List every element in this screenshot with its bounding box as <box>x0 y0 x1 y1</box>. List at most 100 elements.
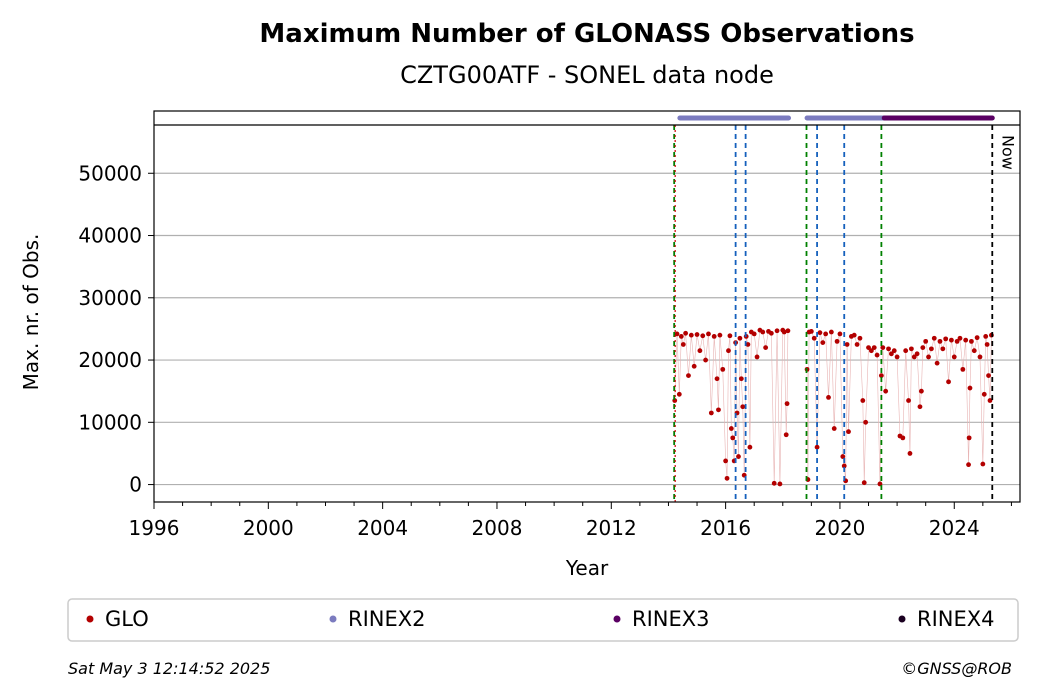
legend-label-rinex3: RINEX3 <box>632 607 710 631</box>
data-point-glo <box>763 345 769 350</box>
legend-marker-rinex2 <box>329 615 337 623</box>
data-point-glo <box>986 373 991 379</box>
data-point-glo <box>906 398 911 403</box>
x-tick-label: 2024 <box>929 516 980 540</box>
x-tick-label: 1996 <box>129 516 180 540</box>
data-point-glo <box>760 329 766 335</box>
data-point-glo <box>678 333 684 339</box>
data-point-glo <box>688 332 694 338</box>
data-point-glo <box>714 376 720 382</box>
data-point-glo <box>874 352 880 358</box>
data-point-glo <box>967 385 973 391</box>
data-point-glo <box>837 331 843 337</box>
data-point-glo <box>716 407 721 413</box>
data-point-glo <box>754 354 760 360</box>
data-point-glo <box>966 435 972 441</box>
data-point-glo <box>706 331 711 337</box>
data-point-glo <box>823 331 829 337</box>
x-tick-label: 2008 <box>472 516 523 540</box>
data-point-glo <box>697 348 703 354</box>
data-point-glo <box>724 475 730 481</box>
data-point-glo <box>911 354 917 360</box>
data-point-glo <box>857 335 863 341</box>
data-point-glo <box>878 373 884 379</box>
data-point-glo <box>920 345 926 350</box>
data-point-glo <box>861 480 867 486</box>
data-point-glo <box>974 335 980 341</box>
data-point-glo <box>880 345 886 350</box>
data-point-glo <box>740 404 746 410</box>
data-point-glo <box>951 354 957 360</box>
data-point-glo <box>727 333 733 339</box>
data-point-glo <box>907 451 913 456</box>
data-point-glo <box>923 338 929 344</box>
data-point-glo <box>708 410 714 416</box>
y-tick-label: 20000 <box>78 348 142 372</box>
data-point-glo <box>846 429 851 435</box>
data-point-glo <box>730 435 736 441</box>
data-point-glo <box>840 454 846 459</box>
data-point-glo <box>914 351 920 357</box>
data-point-glo <box>960 366 966 372</box>
plot-background <box>154 111 1020 502</box>
data-point-glo <box>886 346 891 352</box>
x-tick-label: 2012 <box>586 516 637 540</box>
y-tick-label: 40000 <box>78 224 142 248</box>
data-point-glo <box>900 435 906 441</box>
x-axis-label: Year <box>565 556 609 580</box>
data-point-glo <box>903 348 909 354</box>
data-point-glo <box>774 328 780 334</box>
data-point-glo <box>949 337 954 343</box>
data-point-glo <box>694 332 700 337</box>
data-point-glo <box>736 454 741 459</box>
data-point-glo <box>676 391 682 397</box>
data-point-glo <box>917 404 923 410</box>
data-point-glo <box>817 330 823 336</box>
plot-frame <box>153 110 1021 503</box>
data-point-glo <box>928 346 934 352</box>
data-point-glo <box>854 342 860 347</box>
data-point-glo <box>784 401 790 407</box>
data-point-glo <box>814 444 820 450</box>
legend: GLO RINEX2 RINEX3 RINEX4 <box>67 598 1019 642</box>
data-point-glo <box>723 458 729 464</box>
y-tick-label: 0 <box>129 473 142 497</box>
data-point-glo <box>934 360 940 366</box>
now-label: Now <box>998 135 1017 170</box>
data-point-glo <box>931 335 937 341</box>
data-point-glo <box>918 388 924 394</box>
data-point-glo <box>726 348 731 354</box>
data-point-glo <box>966 462 971 468</box>
data-point-glo <box>828 329 834 335</box>
data-point-glo <box>711 333 717 339</box>
data-point-glo <box>987 398 993 403</box>
legend-label-glo: GLO <box>105 607 149 631</box>
footer-timestamp: Sat May 3 12:14:52 2025 <box>68 659 270 678</box>
data-point-glo <box>737 335 743 341</box>
data-point-glo <box>957 335 963 341</box>
data-point-glo <box>969 338 974 344</box>
data-point-glo <box>738 376 744 382</box>
data-point-glo <box>984 342 990 347</box>
data-point-glo <box>783 432 789 438</box>
x-tick-label: 2004 <box>357 516 408 540</box>
data-point-glo <box>717 332 723 338</box>
data-point-glo <box>954 338 960 344</box>
data-point-glo <box>834 338 840 344</box>
data-point-glo <box>808 329 814 334</box>
chart-subtitle: CZTG00ATF - SONEL data node <box>400 61 774 89</box>
data-point-glo <box>908 346 914 352</box>
data-point-glo <box>888 351 894 357</box>
x-tick-label: 2000 <box>243 516 294 540</box>
data-point-glo <box>894 354 900 360</box>
data-point-glo <box>980 461 986 467</box>
legend-label-rinex4: RINEX4 <box>917 607 995 631</box>
data-point-glo <box>777 481 783 487</box>
data-point-glo <box>943 336 949 342</box>
data-point-glo <box>703 357 709 363</box>
data-point-glo <box>745 342 751 347</box>
data-point-glo <box>826 395 831 400</box>
legend-box <box>67 598 1019 642</box>
data-point-glo <box>851 332 857 338</box>
